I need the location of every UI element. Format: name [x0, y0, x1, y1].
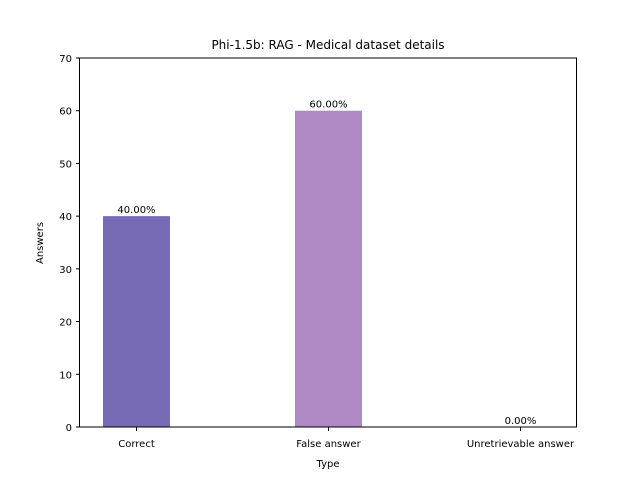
data-label: 40.00% [117, 205, 155, 216]
y-tick-label: 60 [59, 107, 72, 118]
bar [103, 216, 170, 427]
x-tick-label: False answer [296, 439, 361, 450]
data-label: 60.00% [309, 100, 347, 111]
plot-area: 40.00% Correct 60.00% False answer 0.00% Unre… [59, 54, 577, 450]
x-tick-label: Unretrievable answer [467, 439, 575, 450]
x-tick-label: Correct [118, 439, 155, 450]
y-tick-label: 10 [59, 370, 72, 381]
axes-frame [79, 57, 577, 428]
x-axis-title: Type [316, 459, 340, 470]
y-tick-label: 30 [59, 265, 72, 276]
y-tick-label: 0 [66, 423, 72, 434]
y-axis-title: Answers [35, 222, 46, 264]
y-tick-label: 70 [59, 54, 72, 65]
y-tick-label: 50 [59, 159, 72, 170]
y-tick-label: 20 [59, 318, 72, 329]
bar [295, 110, 362, 427]
chart-title: Phi-1.5b: RAG - Medical dataset details [211, 38, 444, 52]
y-tick-label: 40 [59, 212, 72, 223]
data-label: 0.00% [505, 416, 537, 427]
